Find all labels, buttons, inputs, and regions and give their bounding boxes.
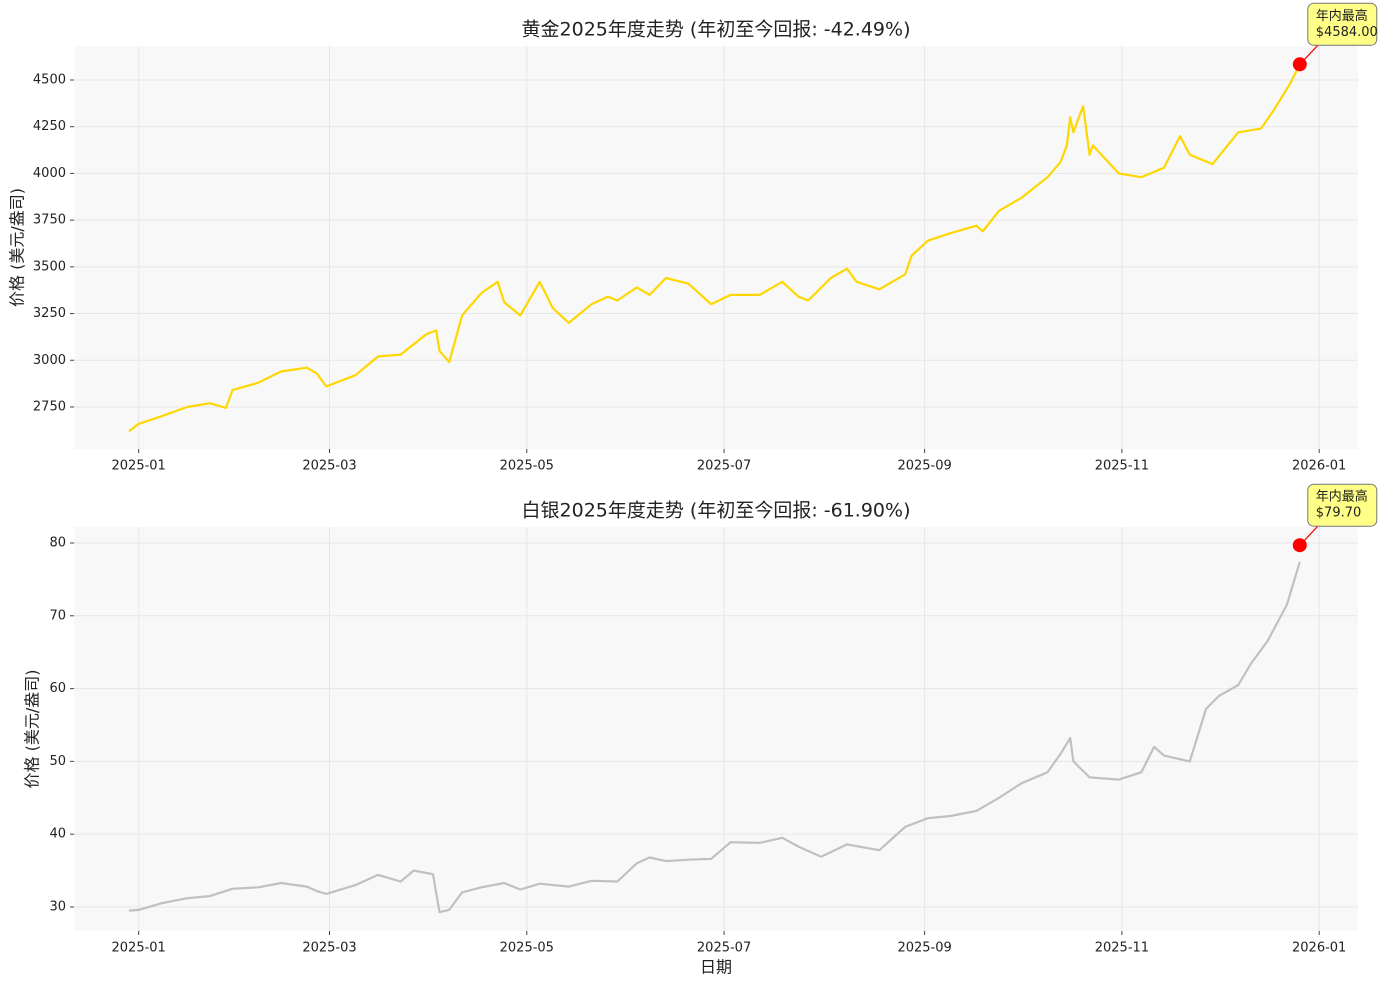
chart-title: 白银2025年度走势 (年初至今回报: -61.90%) [522, 500, 911, 522]
y-tick-label: 4500 [33, 73, 66, 88]
x-axis-label: 日期 [700, 958, 732, 977]
chart-title: 黄金2025年度走势 (年初至今回报: -42.49%) [522, 19, 911, 41]
x-tick-label: 2025-01 [112, 941, 166, 956]
annotation-box [1307, 2, 1378, 46]
plot-area [74, 527, 1358, 931]
y-axis-label: 价格 (美元/盎司) [8, 188, 27, 307]
annotation-arrow [1302, 525, 1319, 543]
x-tick-label: 2025-01 [112, 459, 166, 474]
y-axis-label: 价格 (美元/盎司) [23, 670, 42, 789]
x-tick-label: 2025-03 [302, 941, 356, 956]
x-tick-label: 2025-03 [302, 459, 356, 474]
x-tick-label: 2025-05 [500, 459, 554, 474]
x-tick-label: 2025-09 [897, 459, 951, 474]
x-tick-label: 2025-07 [697, 941, 751, 956]
price-line [128, 63, 1301, 433]
y-tick-label: 80 [49, 536, 66, 551]
annotation-text: 年内最高 [1316, 8, 1368, 24]
annotation-arrow [1302, 44, 1319, 62]
annotation-text: 年内最高 [1316, 489, 1368, 505]
y-tick-label: 4250 [33, 119, 66, 134]
y-tick-label: 40 [49, 827, 66, 842]
y-tick-label: 30 [49, 899, 66, 914]
annotation-value: $79.70 [1316, 506, 1362, 521]
x-tick-label: 2025-09 [897, 941, 951, 956]
x-tick-label: 2025-05 [500, 941, 554, 956]
y-tick-label: 3250 [33, 306, 66, 321]
y-tick-label: 70 [49, 608, 66, 623]
y-tick-label: 2750 [33, 399, 66, 414]
y-tick-label: 50 [49, 754, 66, 769]
x-tick-label: 2025-11 [1095, 941, 1149, 956]
max-marker [1292, 538, 1307, 553]
y-tick-label: 3000 [33, 353, 66, 368]
y-tick-label: 4000 [33, 166, 66, 181]
x-tick-label: 2026-01 [1292, 459, 1346, 474]
y-tick-label: 3750 [33, 213, 66, 228]
x-tick-label: 2025-07 [697, 459, 751, 474]
plot-area [74, 46, 1358, 449]
x-tick-label: 2025-11 [1095, 459, 1149, 474]
price-line [128, 561, 1301, 914]
annotation-box [1307, 483, 1378, 527]
y-tick-label: 60 [49, 681, 66, 696]
max-marker [1292, 57, 1307, 72]
annotation-value: $4584.00 [1316, 25, 1378, 40]
y-tick-label: 3500 [33, 259, 66, 274]
x-tick-label: 2026-01 [1292, 941, 1346, 956]
